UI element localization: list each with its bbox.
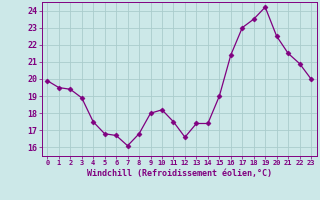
X-axis label: Windchill (Refroidissement éolien,°C): Windchill (Refroidissement éolien,°C) [87,169,272,178]
